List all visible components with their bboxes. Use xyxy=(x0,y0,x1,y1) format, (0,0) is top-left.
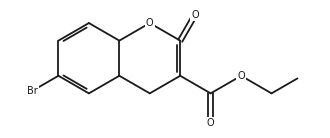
Text: O: O xyxy=(191,10,199,20)
Text: O: O xyxy=(146,18,153,28)
Text: O: O xyxy=(237,71,245,81)
Text: Br: Br xyxy=(27,86,38,96)
Text: O: O xyxy=(207,118,214,128)
